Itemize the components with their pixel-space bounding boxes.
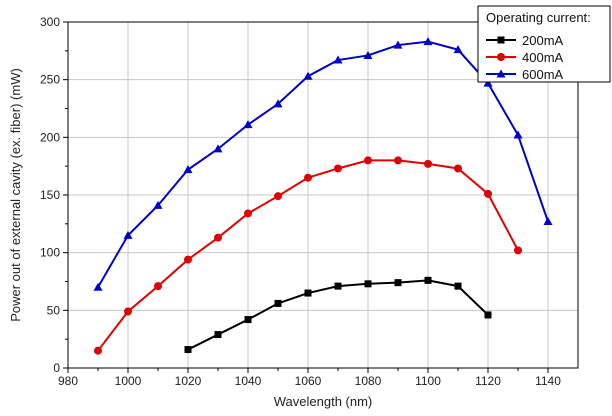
data-point-triangle xyxy=(123,230,133,239)
x-tick-label: 1020 xyxy=(175,374,202,388)
data-point-circle xyxy=(244,209,252,218)
data-point-circle xyxy=(484,189,492,198)
data-point-circle xyxy=(214,233,222,242)
data-point-square xyxy=(394,279,402,287)
data-point-square xyxy=(274,299,282,307)
legend-label: 400mA xyxy=(522,50,564,65)
y-axis-title: Power out of external cavity (ex. fiber)… xyxy=(8,68,23,322)
data-point-square xyxy=(364,280,372,288)
data-point-circle xyxy=(334,164,342,173)
data-point-triangle xyxy=(496,69,506,78)
data-point-circle xyxy=(94,346,102,355)
data-point-circle xyxy=(424,159,432,168)
series-600mA xyxy=(93,37,553,291)
y-tick-label: 150 xyxy=(40,188,60,202)
y-tick-label: 200 xyxy=(40,130,60,144)
legend: Operating current: 200mA 400mA 600mA xyxy=(477,5,611,83)
y-tick-label: 250 xyxy=(40,73,60,87)
y-tick-label: 0 xyxy=(53,361,60,375)
data-point-square xyxy=(424,276,432,284)
grid xyxy=(67,21,578,369)
y-tick-label: 300 xyxy=(40,15,60,29)
data-point-triangle xyxy=(423,37,433,46)
data-point-triangle xyxy=(513,130,523,139)
legend-box xyxy=(477,5,611,83)
data-point-triangle xyxy=(93,282,103,291)
x-axis-title: Wavelength (nm) xyxy=(274,394,373,409)
legend-item-400mA: 400mA xyxy=(486,50,564,65)
series-layer xyxy=(93,37,553,355)
x-tick-label: 1040 xyxy=(235,374,262,388)
data-point-square xyxy=(244,316,252,324)
data-point-circle xyxy=(304,173,312,182)
axis-ticks: 980 1000 1020 1040 1060 1080 1100 1120 1140 0 50 10… xyxy=(40,15,561,388)
data-point-circle xyxy=(154,282,162,291)
data-point-circle xyxy=(394,156,402,165)
legend-label: 200mA xyxy=(522,33,564,48)
data-point-triangle xyxy=(153,200,163,209)
data-point-triangle xyxy=(243,120,253,129)
data-point-circle xyxy=(497,53,505,61)
legend-item-200mA: 200mA xyxy=(486,33,564,48)
x-tick-label: 1000 xyxy=(115,374,142,388)
data-point-triangle xyxy=(273,99,283,108)
legend-items: 200mA 400mA 600mA xyxy=(486,33,564,82)
x-tick-label: 980 xyxy=(58,374,78,388)
data-point-square xyxy=(484,311,492,319)
x-tick-label: 1060 xyxy=(295,374,322,388)
data-point-circle xyxy=(184,255,192,264)
legend-item-600mA: 600mA xyxy=(486,67,564,82)
x-tick-label: 1080 xyxy=(355,374,382,388)
legend-label: 600mA xyxy=(522,67,564,82)
data-point-square xyxy=(454,282,462,290)
y-tick-label: 50 xyxy=(47,303,61,317)
data-point-triangle xyxy=(363,50,373,59)
data-point-triangle xyxy=(303,71,313,80)
data-point-triangle xyxy=(213,144,223,153)
x-tick-label: 1100 xyxy=(415,374,441,388)
data-point-circle xyxy=(514,246,522,255)
data-point-triangle xyxy=(393,40,403,49)
data-point-triangle xyxy=(183,165,193,174)
data-point-circle xyxy=(274,192,282,201)
data-point-square xyxy=(334,282,342,290)
series-line xyxy=(187,279,489,351)
data-point-square xyxy=(304,289,312,297)
data-point-triangle xyxy=(333,55,343,64)
data-point-square xyxy=(184,346,192,354)
x-tick-label: 1140 xyxy=(535,374,561,388)
data-point-triangle xyxy=(543,217,553,226)
series-400mA xyxy=(94,156,522,355)
data-point-triangle xyxy=(483,78,493,87)
data-point-triangle xyxy=(453,45,463,54)
legend-title: Operating current: xyxy=(486,10,591,25)
x-tick-label: 1120 xyxy=(475,374,501,388)
data-point-circle xyxy=(364,156,372,165)
y-tick-label: 100 xyxy=(40,246,60,260)
data-point-square xyxy=(497,36,505,44)
data-point-square xyxy=(214,331,222,339)
data-point-circle xyxy=(124,307,132,316)
series-line xyxy=(97,40,549,288)
data-point-circle xyxy=(454,164,462,173)
series-200mA xyxy=(184,276,492,354)
